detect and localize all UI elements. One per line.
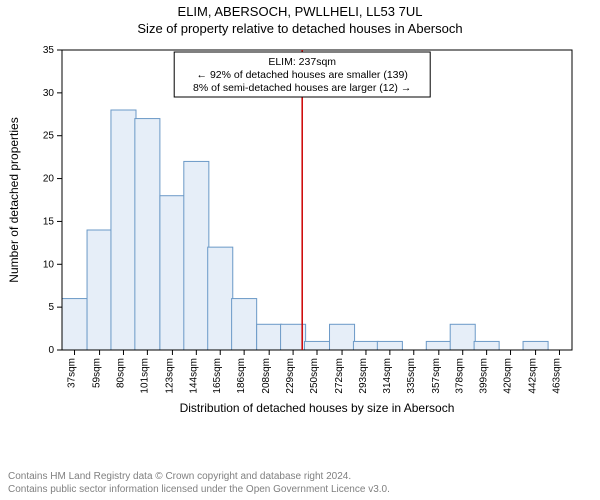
svg-text:101sqm: 101sqm	[139, 358, 150, 394]
svg-text:399sqm: 399sqm	[479, 358, 490, 394]
svg-text:59sqm: 59sqm	[92, 358, 103, 388]
svg-text:442sqm: 442sqm	[528, 358, 539, 394]
svg-text:← 92% of detached houses are s: ← 92% of detached houses are smaller (13…	[197, 69, 408, 81]
title-subtitle: Size of property relative to detached ho…	[0, 21, 600, 38]
svg-text:15: 15	[43, 216, 55, 227]
svg-text:378sqm: 378sqm	[455, 358, 466, 394]
svg-text:272sqm: 272sqm	[334, 358, 345, 394]
svg-text:35: 35	[43, 45, 55, 56]
footer-line-1: Contains HM Land Registry data © Crown c…	[8, 471, 390, 484]
svg-text:20: 20	[43, 174, 55, 185]
svg-text:250sqm: 250sqm	[309, 358, 320, 394]
footer-line-2: Contains public sector information licen…	[8, 484, 390, 497]
svg-text:25: 25	[43, 131, 55, 142]
svg-text:10: 10	[43, 259, 55, 270]
svg-text:208sqm: 208sqm	[261, 358, 272, 394]
chart-svg: 0 5 10 15 20 25 30 35 37sqm 59sqm 80sqm 101sqm 123sq…	[0, 38, 600, 438]
svg-text:37sqm: 37sqm	[67, 358, 78, 388]
svg-text:463sqm: 463sqm	[551, 358, 562, 394]
svg-text:80sqm: 80sqm	[115, 358, 126, 388]
svg-text:314sqm: 314sqm	[382, 358, 393, 394]
svg-text:165sqm: 165sqm	[212, 358, 223, 394]
svg-text:0: 0	[48, 345, 54, 356]
footer-attribution: Contains HM Land Registry data © Crown c…	[8, 471, 390, 496]
chart-container: ELIM, ABERSOCH, PWLLHELI, LL53 7UL Size …	[0, 0, 600, 500]
svg-text:335sqm: 335sqm	[406, 358, 417, 394]
histogram-chart: 0 5 10 15 20 25 30 35 37sqm 59sqm 80sqm 101sqm 123sq…	[0, 38, 600, 438]
svg-text:144sqm: 144sqm	[188, 358, 199, 394]
svg-text:357sqm: 357sqm	[431, 358, 442, 394]
svg-text:123sqm: 123sqm	[164, 358, 175, 394]
svg-text:420sqm: 420sqm	[503, 358, 514, 394]
title-address: ELIM, ABERSOCH, PWLLHELI, LL53 7UL	[0, 0, 600, 21]
svg-text:5: 5	[48, 302, 54, 313]
svg-text:Distribution of detached house: Distribution of detached houses by size …	[180, 401, 455, 415]
svg-text:293sqm: 293sqm	[358, 358, 369, 394]
svg-text:229sqm: 229sqm	[285, 358, 296, 394]
svg-text:ELIM: 237sqm: ELIM: 237sqm	[268, 56, 336, 68]
svg-text:30: 30	[43, 88, 55, 99]
svg-text:Number of detached properties: Number of detached properties	[7, 117, 21, 282]
svg-text:186sqm: 186sqm	[236, 358, 247, 394]
svg-text:8% of semi-detached houses are: 8% of semi-detached houses are larger (1…	[193, 82, 411, 94]
